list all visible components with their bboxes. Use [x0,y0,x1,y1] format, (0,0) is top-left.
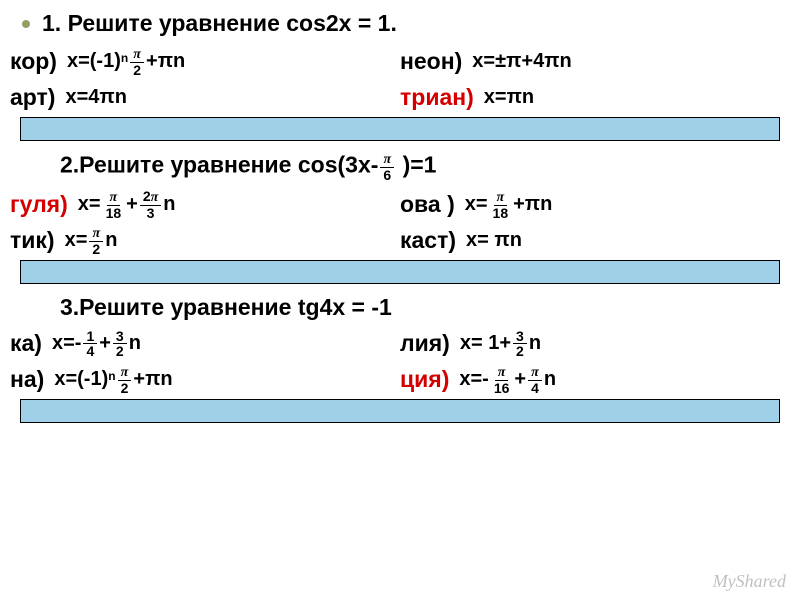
opt-label: ова ) [400,191,455,218]
opt-label: ция) [400,366,449,393]
q2-opt-tik: тик) x= π2 n [10,225,400,256]
q1-title: 1. Решите уравнение cos2x = 1. [42,10,397,37]
opt-label: лия) [400,330,450,357]
opt-formula: x=±π+4πn [472,50,571,73]
q3-opt-tsiya: ция) x=- π16 + π4 n [400,364,790,395]
opt-formula: x=πn [484,86,534,109]
q2-opt-gulya: гуля) x= π18 + 2π3 n [10,189,400,220]
q3-opt-ka: ка) x=- 14 + 32 n [10,329,400,358]
watermark: MyShared [713,571,786,592]
q3-title: 3.Решите уравнение tg4x = -1 [0,294,800,321]
q1-title-row: 1. Решите уравнение cos2x = 1. [0,10,800,37]
opt-label: кор) [10,48,57,75]
opt-formula: x=- 14 + 32 n [52,329,141,358]
opt-label: каст) [400,227,456,254]
bullet-icon [22,20,30,28]
opt-label: тик) [10,227,55,254]
q2-opt-kast: каст) x= πn [400,227,790,254]
q1-opt-art: арт) x=4πn [10,84,400,111]
opt-label: гуля) [10,191,68,218]
opt-formula: x=- π16 + π4 n [459,364,556,395]
opt-formula: x= π2 n [65,225,118,256]
opt-label: неон) [400,48,462,75]
opt-formula: x= π18 +πn [465,189,553,220]
q1-row2: арт) x=4πn триан) x=πn [0,81,800,113]
opt-formula: x=(-1)n π2 +πn [67,46,185,77]
opt-formula: x=(-1)n π2 +πn [54,364,172,395]
q2-row1: гуля) x= π18 + 2π3 n ова ) x= π18 +πn [0,188,800,220]
opt-formula: x=4πn [65,86,126,109]
q3-opt-liya: лия) x= 1+ 32 n [400,329,790,358]
q3-opt-na: на) x=(-1)n π2 +πn [10,364,400,395]
divider-bar [20,260,780,284]
q1-opt-kor: кор) x=(-1)n π2 +πn [10,46,400,77]
opt-label: ка) [10,330,42,357]
opt-formula: x= π18 + 2π3 n [78,189,176,220]
opt-label: триан) [400,84,474,111]
q1-row1: кор) x=(-1)n π2 +πn неон) x=±π+4πn [0,45,800,77]
q2-row2: тик) x= π2 n каст) x= πn [0,224,800,256]
q3-row2: на) x=(-1)n π2 +πn ция) x=- π16 + π4 n [0,363,800,395]
q2-opt-ova: ова ) x= π18 +πn [400,189,790,220]
q1-opt-trian: триан) x=πn [400,84,790,111]
q1-opt-neon: неон) x=±π+4πn [400,48,790,75]
slide: 1. Решите уравнение cos2x = 1. кор) x=(-… [0,0,800,600]
opt-label: на) [10,366,44,393]
divider-bar [20,117,780,141]
q2-title: 2.Решите уравнение cos(3x-π6 )=1 [0,151,800,182]
opt-formula: x= πn [466,229,522,252]
q3-row1: ка) x=- 14 + 32 n лия) x= 1+ 32 n [0,327,800,359]
divider-bar [20,399,780,423]
opt-label: арт) [10,84,55,111]
opt-formula: x= 1+ 32 n [460,329,541,358]
